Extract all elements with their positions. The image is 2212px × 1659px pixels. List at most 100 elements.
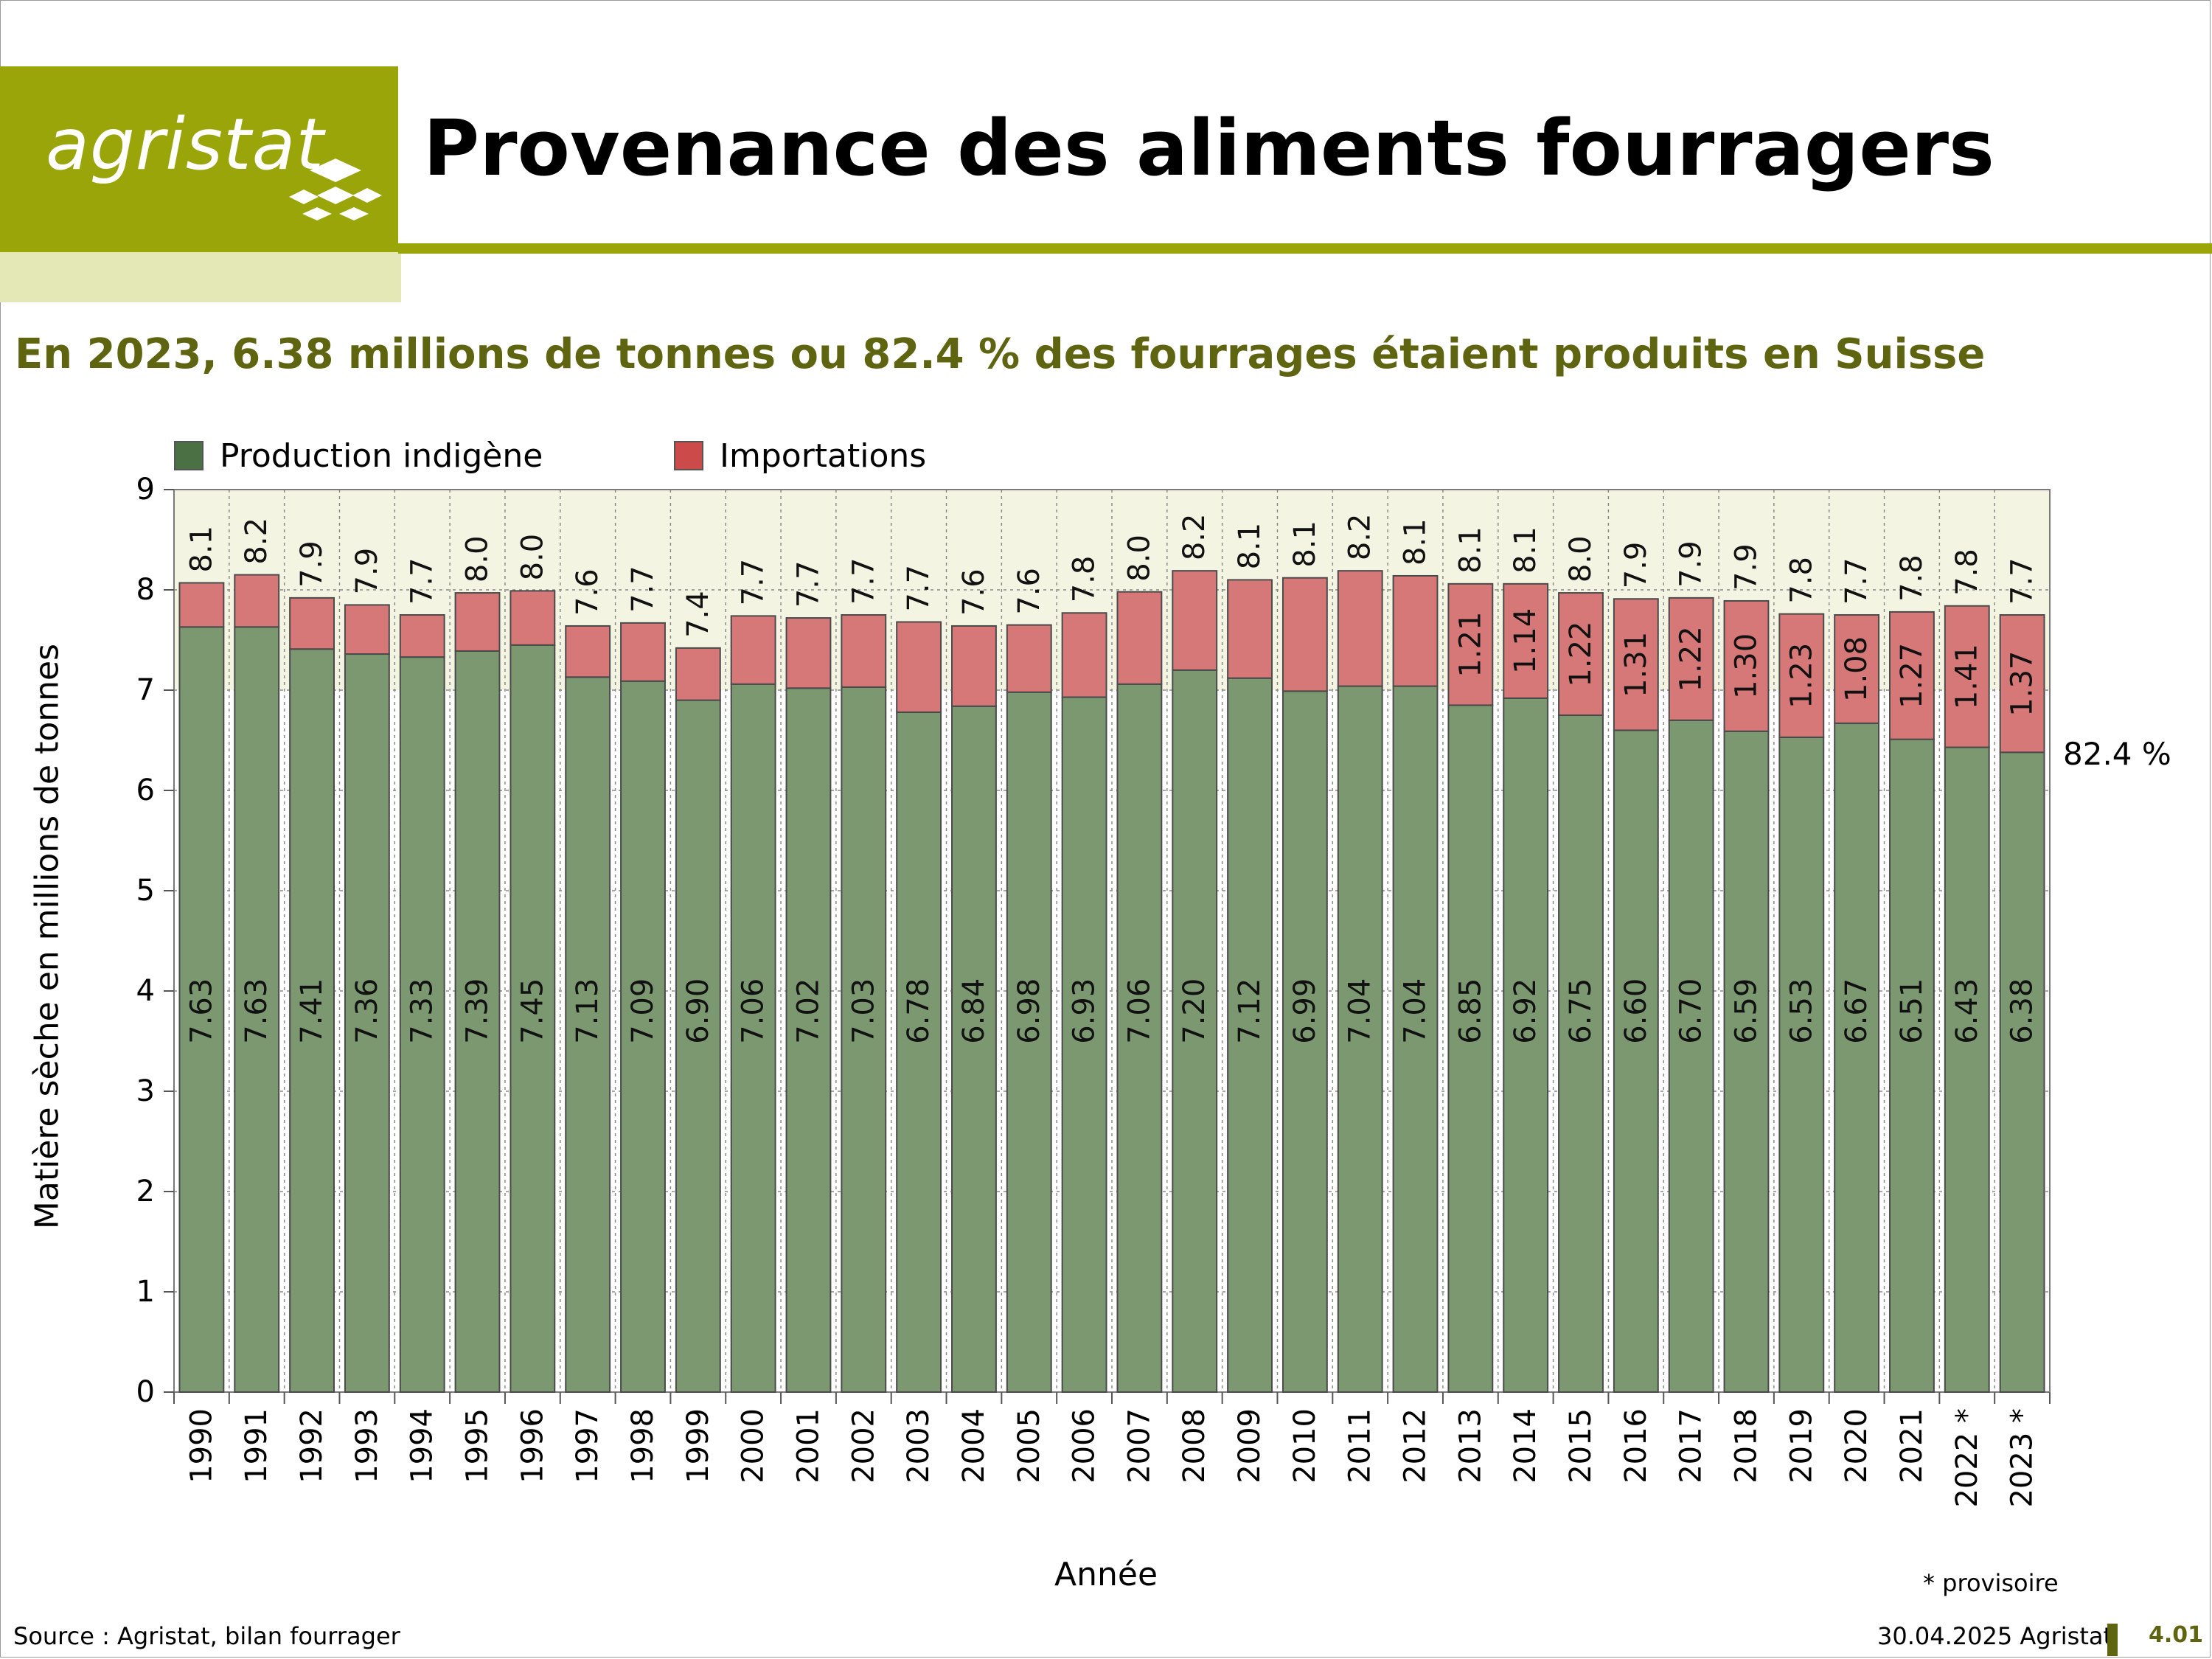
data-label-total: 8.1 [1509,526,1543,574]
x-tick-label: 1995 [461,1408,495,1484]
data-label-production: 7.04 [1399,978,1433,1044]
bar-production [344,653,390,1393]
data-label-total: 7.7 [846,557,880,605]
x-tick-label: 2019 [1784,1408,1818,1484]
data-label-total: 7.9 [1674,540,1708,588]
x-tick-label: 1998 [626,1408,660,1484]
data-label-total: 7.9 [295,540,329,588]
bar-importations [785,617,832,689]
x-tick-label: 2013 [1453,1408,1487,1484]
data-label-importations: 1.31 [1619,632,1653,698]
bar-importations [1944,605,1990,748]
bar-importations [896,621,942,713]
data-label-production: 7.02 [791,978,825,1044]
x-tick-label: 2000 [737,1408,771,1484]
data-label-total: 7.8 [1068,556,1102,603]
data-label-production: 7.63 [240,978,274,1044]
x-tick-label: 2010 [1288,1408,1322,1484]
data-label-production: 6.51 [1895,978,1929,1044]
x-tick-label: 2009 [1233,1408,1267,1484]
x-tick-label: 2017 [1674,1408,1708,1484]
bar-production [1337,685,1383,1393]
bar-production [1723,730,1770,1393]
data-label-production: 6.78 [902,978,936,1044]
agristat-logo: agristat [46,103,325,186]
x-tick-label: 1999 [681,1408,715,1484]
bar-production [509,644,556,1393]
data-label-importations: 1.41 [1950,644,1984,709]
x-tick-label: 2011 [1343,1408,1377,1484]
bar-production [1944,746,1990,1393]
data-label-total: 8.2 [1343,514,1377,561]
x-tick-label: 2014 [1509,1408,1543,1484]
data-label-total: 7.8 [1895,554,1929,602]
bar-production [1447,704,1494,1393]
bar-importations [1558,592,1604,717]
data-label-production: 7.06 [737,978,771,1044]
x-tick-label: 2023 * [2006,1408,2039,1508]
x-tick-label: 2016 [1619,1408,1653,1484]
data-label-production: 6.53 [1784,978,1818,1044]
data-label-production: 6.90 [681,978,715,1044]
bar-importations [1999,614,2045,754]
bar-production [785,687,832,1393]
bar-production [951,705,997,1393]
bar-importations [1503,582,1549,699]
x-tick-label: 1990 [184,1408,218,1484]
data-label-production: 7.12 [1233,978,1267,1044]
x-tick-label: 2022 * [1950,1408,1984,1508]
data-label-production: 7.36 [350,978,384,1044]
bar-importations [730,615,776,685]
data-label-production: 7.09 [626,978,660,1044]
logo-strip [0,252,401,302]
y-tick-label: 6 [136,773,155,807]
bar-production [1006,691,1052,1393]
bar-production [620,680,666,1393]
bar-production [1613,729,1659,1393]
bar-production [1227,677,1273,1393]
bar-importations [1668,597,1714,721]
bar-importations [344,604,390,655]
bar-production [1834,722,1880,1393]
bar-production [1116,683,1163,1393]
source-text: Source : Agristat, bilan fourrager [13,1622,400,1650]
x-tick-label: 2003 [902,1408,936,1484]
data-label-production: 6.67 [1840,978,1874,1044]
footer-date: 30.04.2025 Agristat [1877,1622,2113,1650]
data-label-production: 7.39 [461,978,495,1044]
data-label-total: 8.0 [515,534,549,581]
bar-importations [509,590,556,646]
x-tick-label: 2001 [791,1408,825,1484]
bar-production [1778,736,1825,1393]
bar-production [1558,714,1604,1393]
chart-subtitle: En 2023, 6.38 millions de tonnes ou 82.4… [15,330,1986,378]
bar-importations [620,622,666,682]
bar-importations [1392,574,1439,687]
data-label-production: 7.41 [295,978,329,1044]
y-tick-label: 5 [136,874,155,908]
data-label-total: 8.1 [1453,526,1487,574]
data-label-production: 7.04 [1343,978,1377,1044]
data-label-total: 8.0 [1564,535,1598,582]
y-tick-label: 9 [136,473,155,507]
data-label-importations: 1.30 [1729,633,1763,699]
diamond-logo-icon [289,159,382,220]
x-tick-label: 1994 [406,1408,439,1484]
bar-importations [1006,624,1052,693]
data-label-production: 6.60 [1619,978,1653,1044]
bar-importations [1116,591,1163,685]
bar-production [234,626,280,1394]
data-label-production: 6.59 [1729,978,1763,1044]
data-label-production: 6.43 [1950,978,1984,1044]
x-tick-label: 2004 [957,1408,991,1484]
y-tick-label: 1 [136,1275,155,1309]
x-tick-label: 1996 [515,1408,549,1484]
bar-production [178,626,225,1394]
data-label-production: 6.38 [2006,978,2039,1044]
data-label-importations: 1.37 [2006,651,2039,717]
data-label-importations: 1.14 [1509,608,1543,674]
data-label-total: 7.7 [791,560,825,608]
legend-item-production: Production indigène [174,437,543,475]
